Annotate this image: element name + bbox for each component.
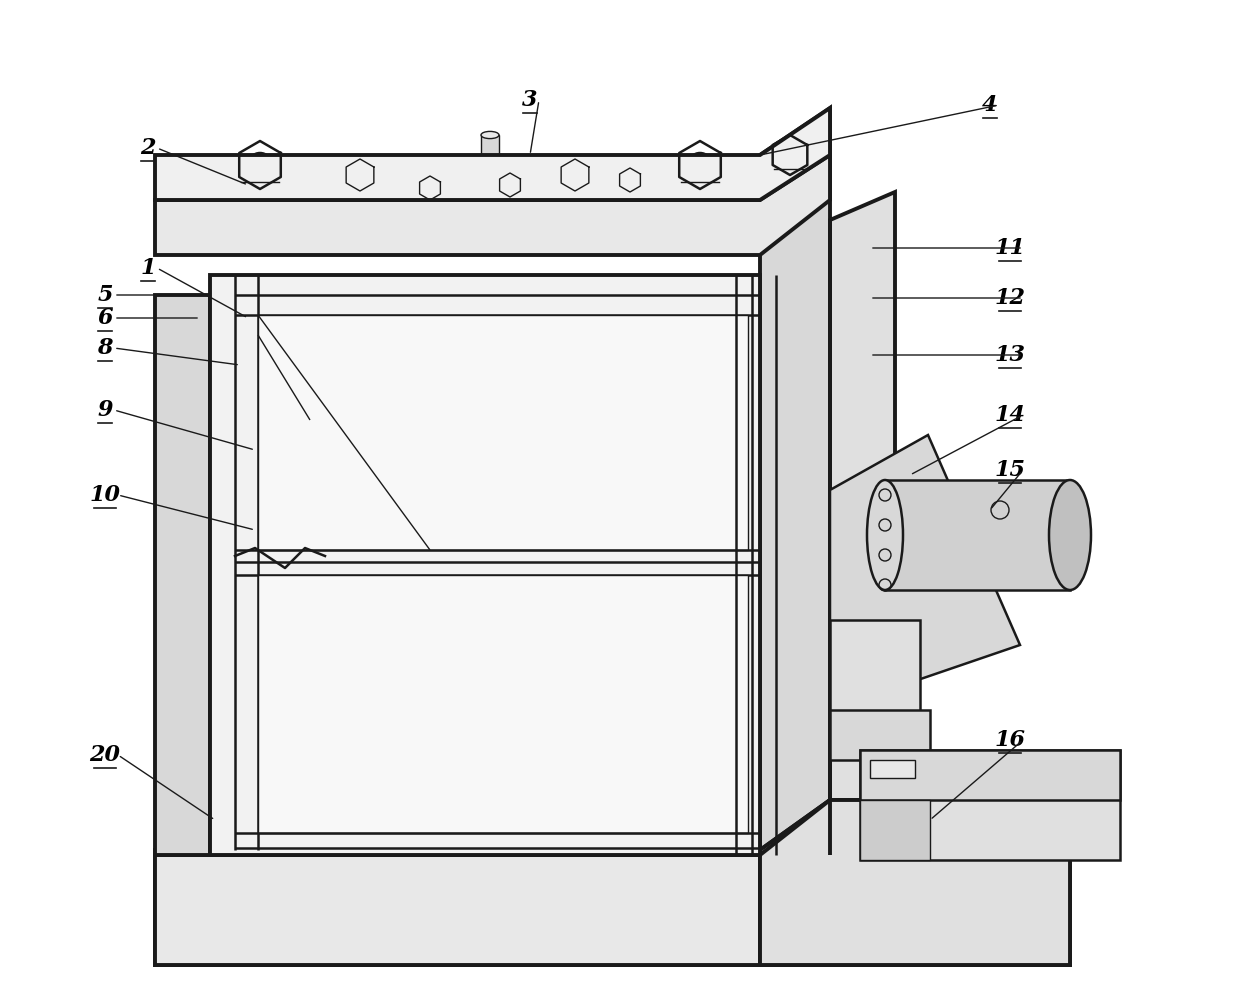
- Text: 13: 13: [994, 344, 1025, 366]
- Polygon shape: [155, 108, 830, 200]
- Bar: [481, 135, 498, 163]
- Text: 9: 9: [97, 399, 113, 421]
- Ellipse shape: [481, 131, 498, 139]
- Bar: [258, 314, 748, 550]
- Text: 8: 8: [97, 337, 113, 359]
- Text: 15: 15: [994, 459, 1025, 481]
- Text: 3: 3: [522, 89, 538, 111]
- Text: 2: 2: [140, 137, 156, 159]
- Polygon shape: [830, 620, 920, 715]
- Polygon shape: [155, 855, 760, 965]
- Text: 11: 11: [994, 237, 1025, 259]
- Text: 12: 12: [994, 287, 1025, 309]
- Text: 10: 10: [89, 484, 120, 506]
- Bar: [870, 760, 915, 778]
- Polygon shape: [830, 710, 930, 760]
- Text: 14: 14: [994, 404, 1025, 426]
- Text: 1: 1: [140, 257, 156, 279]
- Polygon shape: [861, 800, 930, 860]
- Polygon shape: [861, 750, 1120, 800]
- Ellipse shape: [481, 159, 498, 166]
- Text: 20: 20: [89, 744, 120, 766]
- Ellipse shape: [867, 480, 903, 590]
- Text: 4: 4: [982, 94, 998, 116]
- Polygon shape: [885, 480, 1070, 590]
- Polygon shape: [155, 800, 830, 900]
- Text: 6: 6: [97, 307, 113, 329]
- Polygon shape: [830, 435, 1021, 710]
- Text: 5: 5: [97, 284, 113, 306]
- Polygon shape: [760, 108, 830, 855]
- Polygon shape: [210, 275, 760, 855]
- Polygon shape: [861, 750, 1120, 860]
- Ellipse shape: [1049, 480, 1091, 590]
- Polygon shape: [155, 800, 1070, 965]
- Bar: [258, 575, 748, 833]
- Text: 16: 16: [994, 729, 1025, 751]
- Polygon shape: [830, 192, 895, 855]
- Polygon shape: [155, 155, 830, 255]
- Polygon shape: [760, 800, 1070, 965]
- Polygon shape: [155, 295, 210, 855]
